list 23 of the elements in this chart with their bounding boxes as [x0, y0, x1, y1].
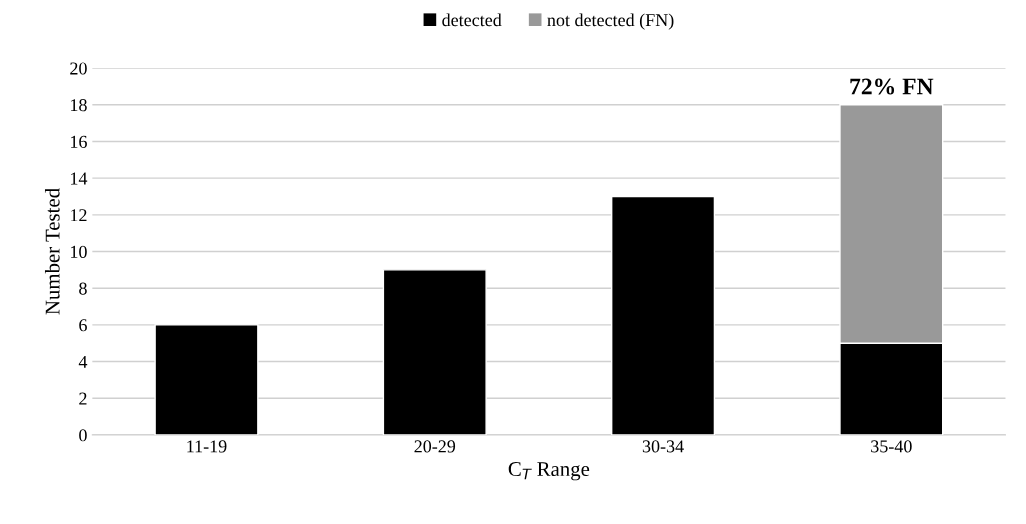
y-tick-label: 14	[71, 172, 88, 185]
annotation: 72% FN	[850, 78, 934, 95]
y-tick-label: 18	[71, 99, 87, 112]
y-axis-title: Number Tested	[44, 188, 60, 315]
y-tick-label: 0	[79, 429, 87, 442]
y-tick-label: 6	[79, 319, 87, 332]
x-tick-label: 11-19	[187, 440, 227, 453]
y-tick-label: 10	[71, 245, 87, 258]
x-tick-label: 20-29	[414, 440, 456, 453]
y-tick-label: 12	[71, 209, 87, 222]
bar	[154, 324, 259, 435]
legend-label: not detected (FN)	[547, 13, 674, 30]
bar	[610, 195, 716, 435]
bar	[382, 269, 487, 435]
y-tick-label: 2	[79, 392, 87, 405]
y-tick-label: 8	[79, 282, 87, 295]
y-tick-label: 16	[71, 135, 87, 148]
legend-label: detected	[442, 13, 502, 27]
x-axis-title: C$_{T}$ Range	[508, 462, 590, 481]
y-tick-label: 20	[70, 62, 87, 75]
x-tick-label: 30-34	[642, 440, 684, 453]
y-tick-label: 4	[78, 355, 88, 368]
x-tick-label: 35-40	[871, 440, 912, 453]
